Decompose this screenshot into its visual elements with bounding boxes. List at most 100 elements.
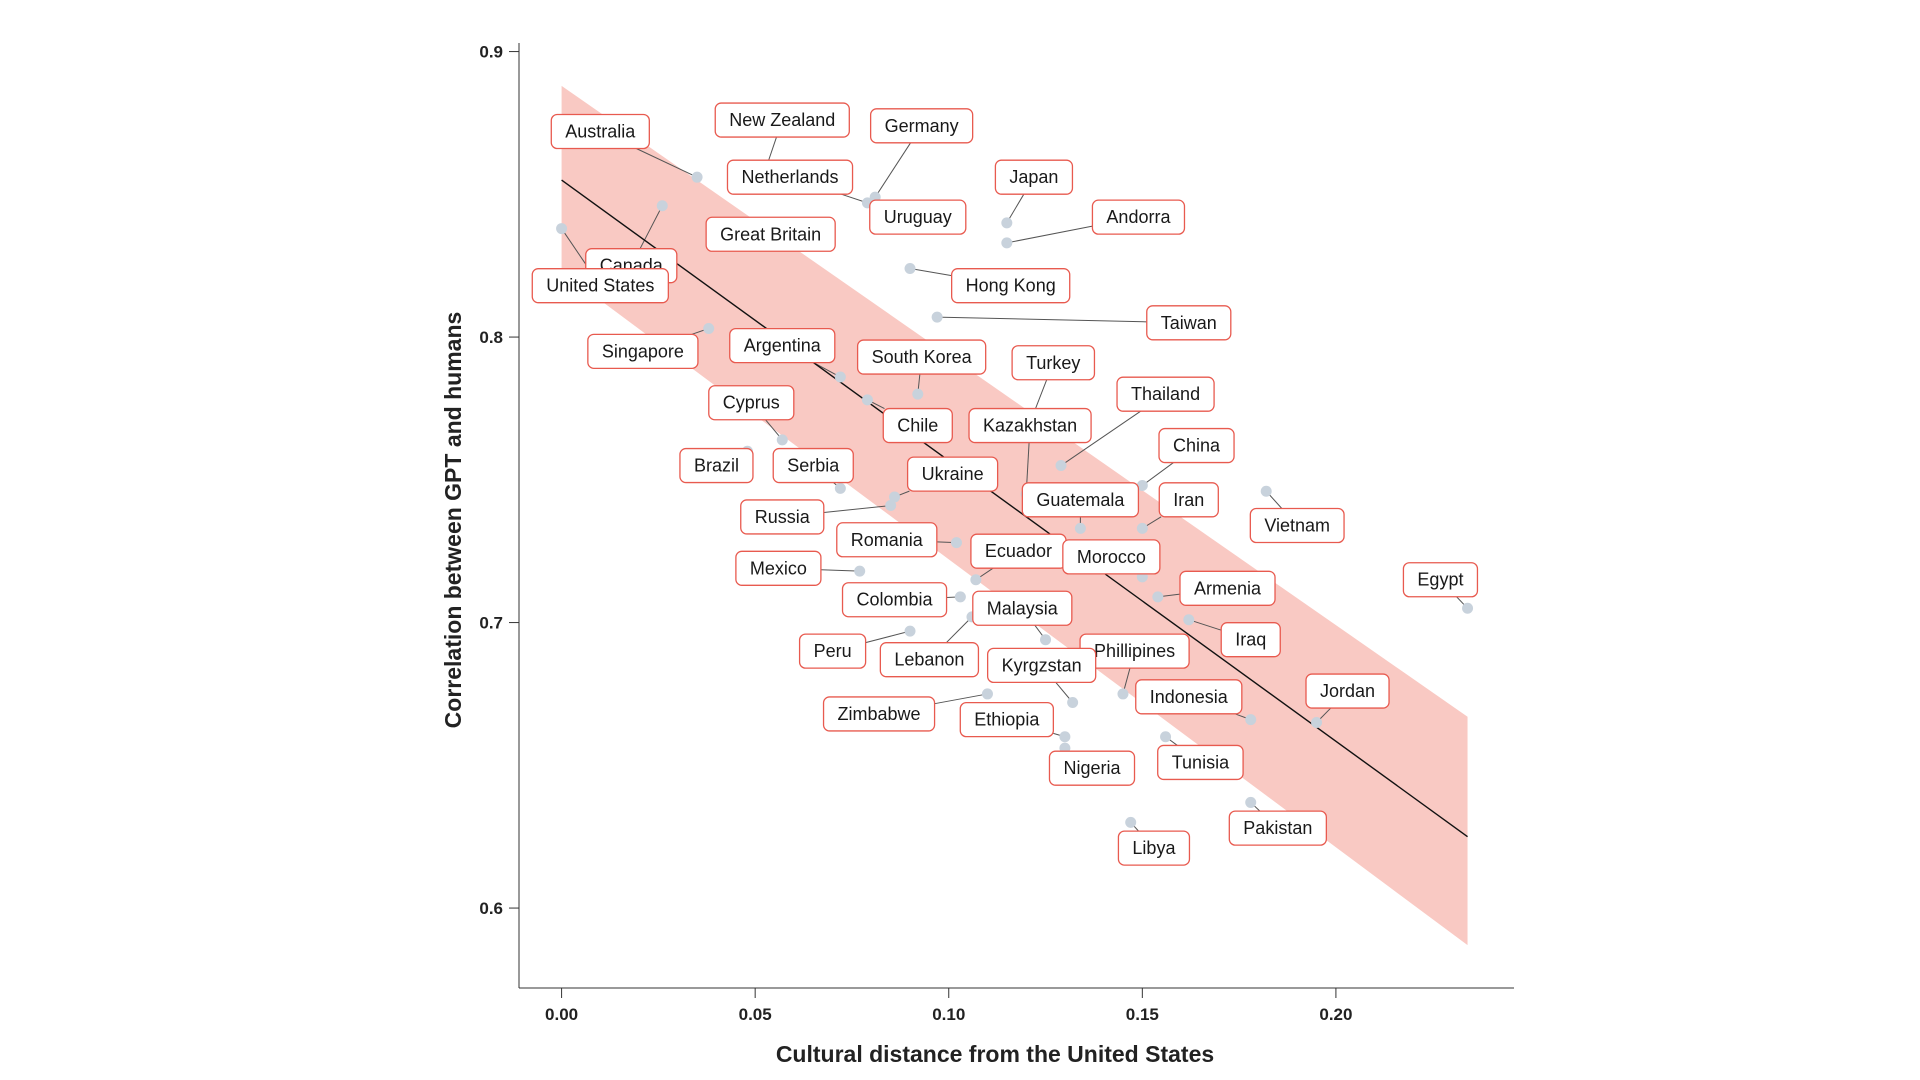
label-singapore: Singapore [588,334,698,368]
leader-taiwan [937,317,1147,322]
label-text: Uruguay [884,207,952,227]
label-turkey: Turkey [1012,346,1094,380]
label-armenia: Armenia [1180,571,1275,605]
label-text: Mexico [750,558,807,578]
label-text: Argentina [744,336,822,356]
label-text: Russia [755,507,811,527]
label-libya: Libya [1118,831,1189,865]
x-axis: 0.00 0.05 0.10 0.15 0.20 [519,988,1514,1024]
point-serbia [835,483,846,494]
label-text: Brazil [694,456,739,476]
point-mexico [854,566,865,577]
point-taiwan [932,312,943,323]
leader-russia [824,506,891,513]
label-iraq: Iraq [1221,623,1280,657]
y-tick-label: 0.9 [479,43,503,62]
label-text: Kyrgzstan [1002,655,1082,675]
label-lebanon: Lebanon [880,643,978,677]
label-peru: Peru [800,634,866,668]
point-japan [1001,217,1012,228]
label-text: Chile [897,416,938,436]
point-thailand [1056,460,1067,471]
label-new-zealand: New Zealand [715,103,849,137]
label-united-states: United States [532,269,668,303]
point-colombia [955,591,966,602]
label-brazil: Brazil [680,449,753,483]
label-text: Egypt [1417,570,1463,590]
label-iran: Iran [1159,483,1218,517]
label-cyprus: Cyprus [709,386,794,420]
label-taiwan: Taiwan [1147,306,1231,340]
point-andorra [1001,237,1012,248]
label-malaysia: Malaysia [973,591,1072,625]
y-axis-title: Correlation between GPT and humans [440,312,466,729]
label-text: Morocco [1077,547,1146,567]
x-tick-label: 0.15 [1126,1005,1159,1024]
label-text: Singapore [602,341,684,361]
point-ethiopia [1059,731,1070,742]
label-pakistan: Pakistan [1229,811,1326,845]
label-text: Jordan [1320,681,1375,701]
point-egypt [1462,603,1473,614]
point-tunisia [1160,731,1171,742]
point-kyrgzstan [1067,697,1078,708]
label-text: Germany [885,116,959,136]
label-text: South Korea [872,347,973,367]
label-uruguay: Uruguay [870,200,966,234]
y-tick-label: 0.6 [479,899,503,918]
label-tunisia: Tunisia [1158,745,1243,779]
label-text: Ethiopia [974,710,1040,730]
point-australia [692,172,703,183]
label-text: Ecuador [985,541,1052,561]
label-text: Guatemala [1036,490,1125,510]
label-egypt: Egypt [1403,563,1477,597]
label-text: China [1173,436,1221,456]
point-jordan [1311,717,1322,728]
y-ticks: 0.6 0.7 0.8 0.9 [479,43,519,918]
label-text: United States [546,276,654,296]
point-peru [905,626,916,637]
point-russia [885,500,896,511]
label-text: Australia [565,122,636,142]
label-morocco: Morocco [1063,540,1160,574]
label-serbia: Serbia [773,449,853,483]
leader-peru [866,631,910,642]
label-text: Tunisia [1172,752,1230,772]
label-text: Kazakhstan [983,416,1077,436]
point-argentina [835,372,846,383]
leader-mexico [821,570,860,571]
label-text: Phillipines [1094,641,1175,661]
label-kazakhstan: Kazakhstan [969,409,1091,443]
point-cyprus [777,434,788,445]
label-text: Hong Kong [966,276,1056,296]
point-romania [951,537,962,548]
label-text: Romania [851,530,924,550]
label-andorra: Andorra [1092,200,1184,234]
x-axis-title: Cultural distance from the United States [776,1041,1214,1067]
label-great-britain: Great Britain [706,217,835,251]
label-text: Cyprus [723,393,780,413]
label-chile: Chile [883,409,952,443]
label-colombia: Colombia [843,583,947,617]
label-south-korea: South Korea [858,340,986,374]
leader-germany [875,143,910,197]
label-china: China [1159,429,1234,463]
label-text: Malaysia [987,598,1059,618]
label-germany: Germany [871,109,973,143]
scatter-chart: AustraliaNew Zealand GermanyNetherlands Ja… [0,0,1920,1080]
x-tick-label: 0.20 [1319,1005,1352,1024]
leader-andorra [1007,226,1093,243]
point-vietnam [1261,486,1272,497]
x-tick-label: 0.05 [739,1005,772,1024]
label-jordan: Jordan [1306,674,1389,708]
point-zimbabwe [982,688,993,699]
label-netherlands: Netherlands [727,160,852,194]
label-text: Taiwan [1161,313,1217,333]
label-text: Lebanon [894,650,964,670]
label-text: Netherlands [741,167,838,187]
label-mexico: Mexico [736,551,821,585]
label-russia: Russia [741,500,824,534]
y-tick-label: 0.8 [479,328,503,347]
label-text: New Zealand [729,110,835,130]
y-axis: 0.60.70.80.9 [479,43,519,988]
